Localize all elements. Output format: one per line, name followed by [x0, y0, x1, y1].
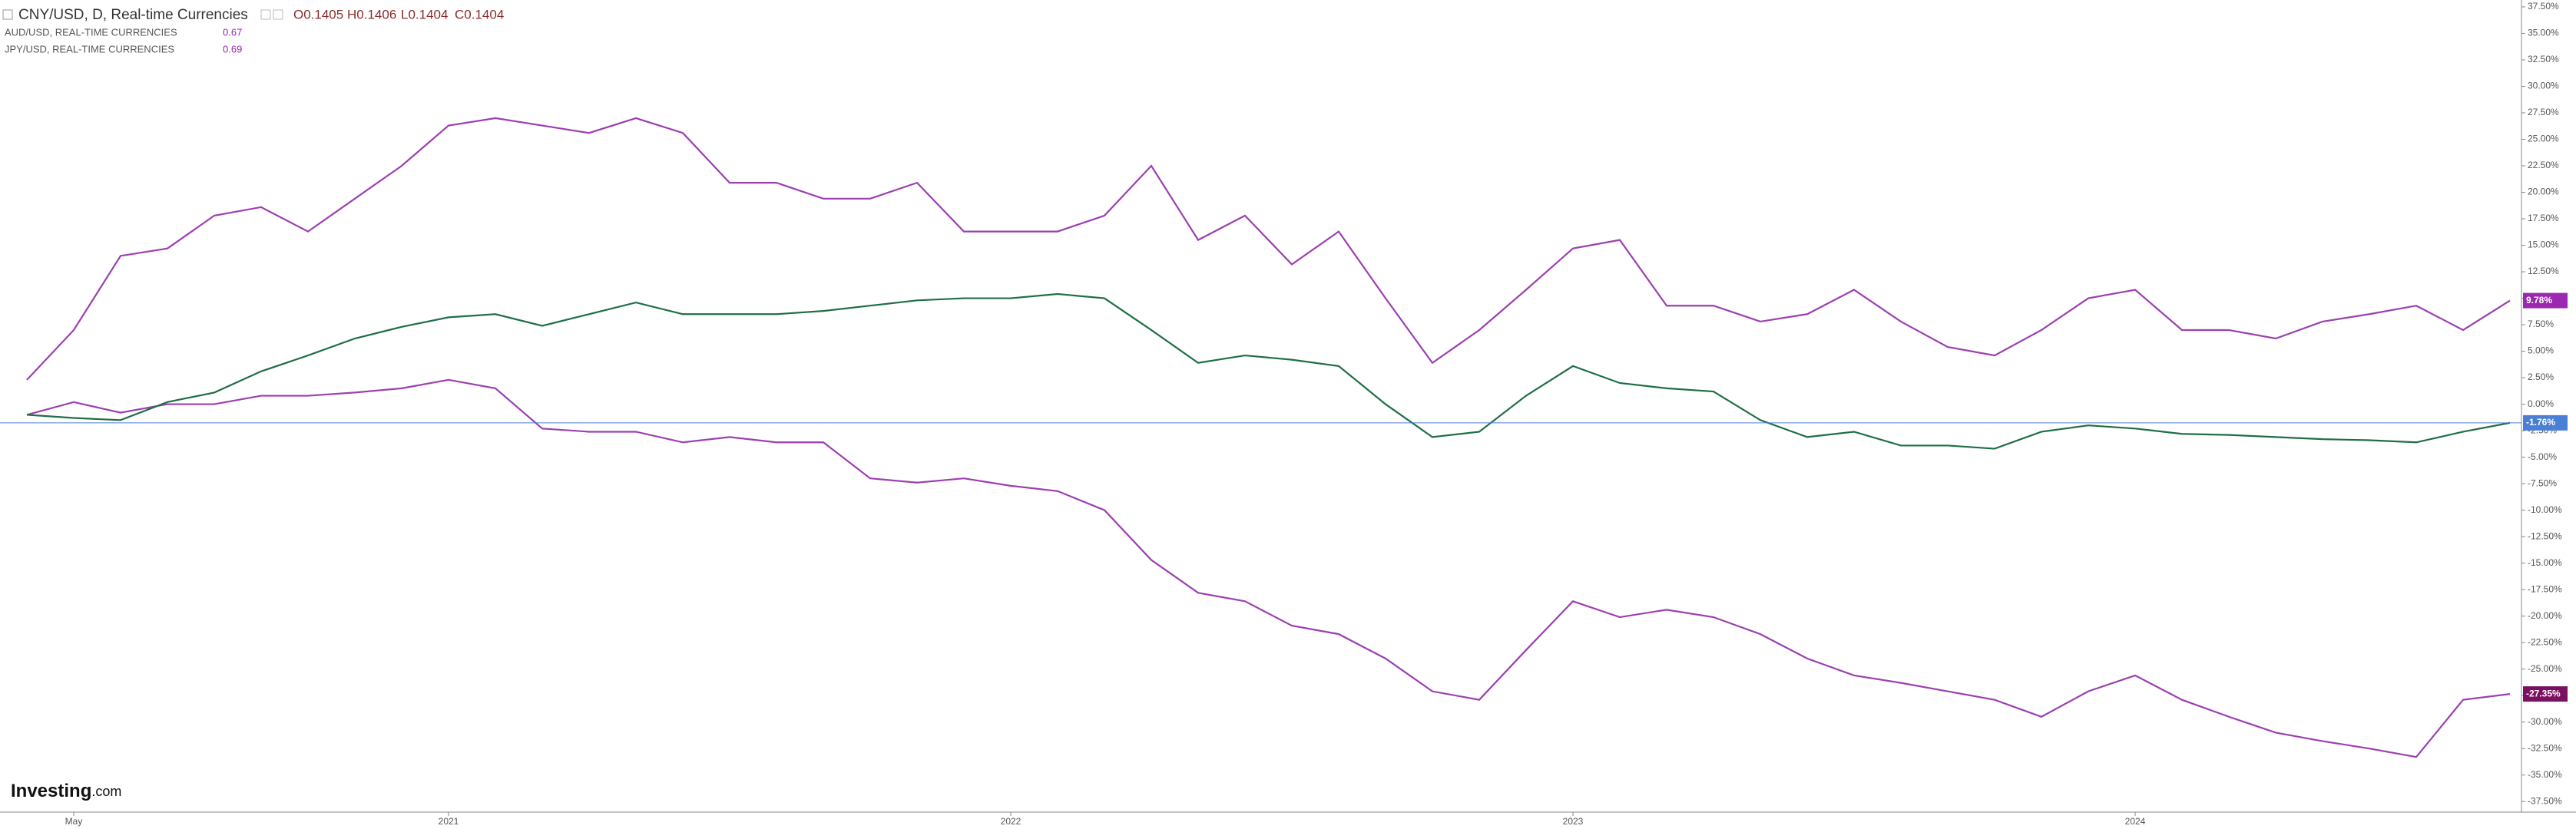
logo-main: Investing — [11, 781, 91, 801]
ohlc-open: O0.1405 — [293, 7, 343, 21]
x-tick-label: 2024 — [2125, 816, 2146, 827]
y-tick-label: 37.50% — [2528, 1, 2559, 12]
x-tick-label: May — [65, 816, 83, 827]
legend-quote: 0.69 — [223, 43, 242, 54]
series-line — [26, 117, 2511, 381]
x-tick-label: 2021 — [439, 816, 459, 827]
icon[interactable] — [260, 9, 271, 20]
series-line — [26, 292, 2511, 450]
y-tick-label: -35.00% — [2528, 769, 2562, 780]
y-tick-label: -20.00% — [2528, 610, 2562, 621]
last-value-box — [2523, 686, 2568, 702]
y-tick-label: 0.00% — [2528, 398, 2554, 409]
legend-entry: JPY/USD, REAL-TIME CURRENCIES — [5, 43, 174, 54]
y-tick-label: -17.50% — [2528, 583, 2562, 594]
y-tick-label: 20.00% — [2528, 187, 2559, 197]
x-tick-label: 2022 — [1001, 816, 1021, 827]
y-tick-label: -32.50% — [2528, 742, 2562, 753]
ohlc-close: C0.1404 — [455, 7, 504, 21]
last-value-label: -27.35% — [2526, 688, 2561, 699]
y-tick-label: -12.50% — [2528, 530, 2562, 541]
y-tick-label: 5.00% — [2528, 345, 2554, 356]
last-value-label: -1.76% — [2526, 417, 2555, 428]
last-value-label: 9.78% — [2526, 295, 2552, 306]
y-tick-label: -7.50% — [2528, 477, 2557, 488]
legend-entry: AUD/USD, REAL-TIME CURRENCIES — [5, 26, 177, 38]
logo-suffix: .com — [91, 784, 121, 799]
legend-icons — [260, 9, 283, 20]
y-tick-label: 30.00% — [2528, 81, 2559, 91]
y-tick-label: 2.50% — [2528, 372, 2554, 382]
series-line — [26, 378, 2511, 758]
last-value-box — [2523, 292, 2568, 309]
ohlc-low: L0.1404 — [401, 7, 448, 21]
y-tick-label: 27.50% — [2528, 107, 2559, 117]
y-tick-label: -15.00% — [2528, 557, 2562, 568]
collapse-icon[interactable] — [2, 9, 13, 20]
icon[interactable] — [273, 9, 283, 20]
y-tick-label: 22.50% — [2528, 160, 2559, 170]
y-tick-label: 15.00% — [2528, 239, 2559, 250]
y-tick-label: 17.50% — [2528, 213, 2559, 223]
y-tick-label: 32.50% — [2528, 54, 2559, 64]
y-tick-label: -10.00% — [2528, 504, 2562, 515]
logo: Investing.com — [11, 781, 121, 801]
last-value-box — [2523, 414, 2568, 431]
y-tick-label: -30.00% — [2528, 716, 2562, 727]
y-tick-label: 25.00% — [2528, 134, 2559, 144]
y-tick-label: -25.00% — [2528, 663, 2562, 674]
y-tick-label: -37.50% — [2528, 795, 2562, 806]
y-tick-label: -22.50% — [2528, 636, 2562, 647]
legend-quote: 0.67 — [223, 26, 242, 38]
y-tick-label: 35.00% — [2528, 28, 2559, 38]
y-tick-label: -5.00% — [2528, 451, 2557, 462]
x-tick-label: 2023 — [1563, 816, 1584, 827]
y-tick-label: 7.50% — [2528, 319, 2554, 329]
y-tick-label: 12.50% — [2528, 266, 2559, 276]
ohlc-high: H0.1406 — [347, 7, 396, 21]
chart-title: CNY/USD, D, Real-time Currencies — [18, 7, 248, 23]
